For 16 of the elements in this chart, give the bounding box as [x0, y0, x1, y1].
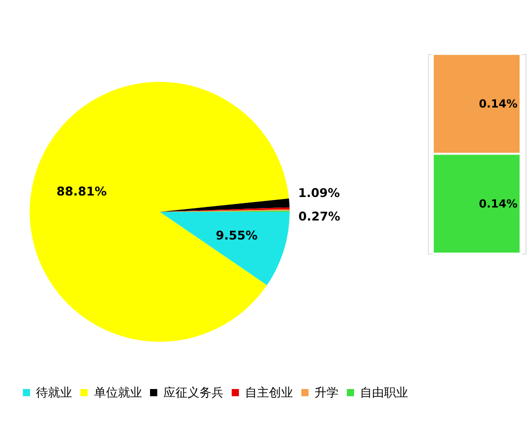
data-label: 1.09%	[298, 186, 340, 200]
pie-slice	[160, 212, 290, 286]
legend-label: 升学	[314, 385, 339, 400]
data-label: 0.14%	[478, 197, 518, 210]
legend-label: 自主创业	[245, 385, 294, 400]
data-label: 88.81%	[56, 184, 107, 199]
pie-slice	[160, 198, 290, 212]
data-label: 0.27%	[298, 210, 340, 224]
pie-slice	[160, 207, 290, 212]
legend-label: 单位就业	[94, 385, 142, 400]
legend-label: 应征义务兵	[163, 385, 224, 400]
legend-label: 自由职业	[360, 385, 408, 400]
data-label: 9.55%	[216, 228, 258, 242]
legend-label: 待就业	[36, 385, 72, 400]
data-label: 0.14%	[478, 98, 518, 111]
pie-slice	[30, 82, 289, 342]
